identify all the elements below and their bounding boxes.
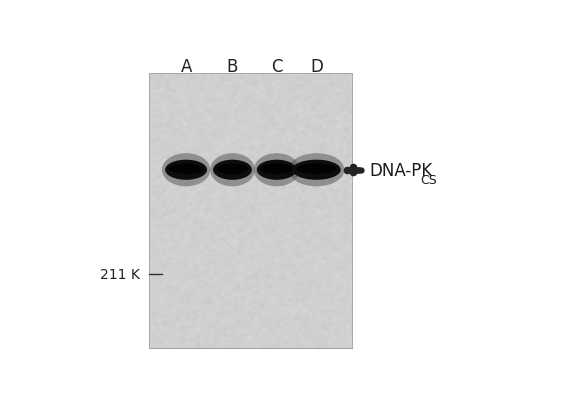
Text: A: A [181,57,192,75]
Ellipse shape [217,164,249,175]
Bar [149,74,352,348]
Ellipse shape [162,154,210,187]
Text: CS: CS [420,173,437,186]
Bar [149,74,352,348]
Ellipse shape [210,154,255,187]
Ellipse shape [296,164,336,175]
Text: C: C [271,57,282,75]
Text: DNA-PK: DNA-PK [369,161,433,179]
Ellipse shape [213,160,252,180]
Ellipse shape [288,154,344,187]
Text: D: D [310,57,323,75]
Ellipse shape [292,160,341,180]
Ellipse shape [165,160,207,180]
Text: 211 K: 211 K [100,267,140,281]
Text: B: B [227,57,238,75]
Ellipse shape [169,164,203,175]
Ellipse shape [260,164,293,175]
Ellipse shape [257,160,296,180]
Ellipse shape [254,154,299,187]
